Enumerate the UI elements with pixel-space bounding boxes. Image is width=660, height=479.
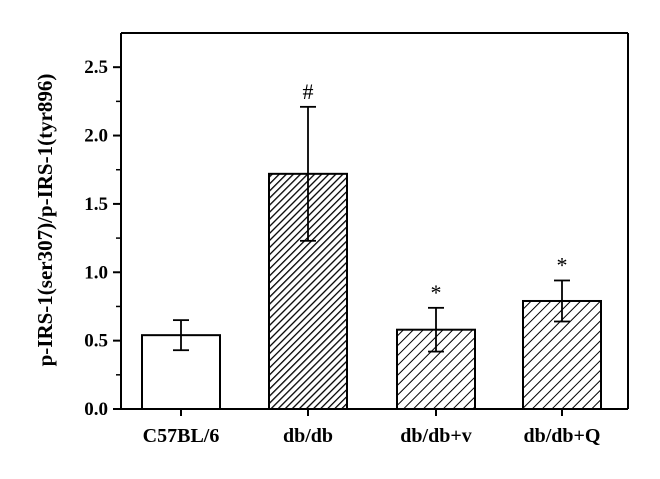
bars-group [141,172,602,410]
y-tick-label-3: 1.5 [84,194,108,215]
y-tick-label-1: 0.5 [84,331,108,352]
labels-group: # * * 0.0 0.5 1.0 1.5 2.0 2.5 C57BL/6 db/db db/db+v… [84,57,600,447]
x-tick-label-1: db/db [283,425,333,447]
y-tick-label-0: 0.0 [84,399,108,420]
y-axis-label: p-IRS-1(ser307)/p-IRS-1(tyr896) [33,74,57,367]
x-tick-label-2: db/db+v [400,425,471,447]
significance-marker-2: * [431,280,442,305]
bar-3 [522,299,602,410]
x-tick-label-0: C57BL/6 [143,425,220,447]
y-tick-label-2: 1.0 [84,262,108,283]
significance-marker-1: # [303,79,314,104]
axes-group [113,32,629,416]
x-tick-label-3: db/db+Q [523,425,600,447]
significance-marker-3: * [557,252,568,277]
error-bars-group [173,105,570,353]
y-tick-label-5: 2.5 [84,57,108,78]
y-tick-label-4: 2.0 [84,126,108,147]
